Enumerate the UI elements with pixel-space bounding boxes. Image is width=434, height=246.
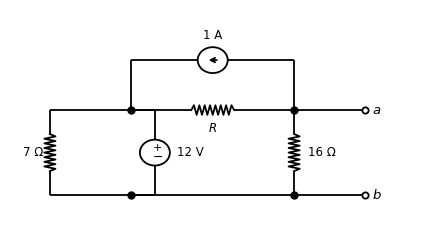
Text: R: R [209,122,217,135]
Text: −: − [153,151,163,164]
Text: 7 Ω: 7 Ω [23,146,44,159]
Text: 12 V: 12 V [177,146,204,159]
Text: b: b [372,189,381,202]
Text: +: + [153,143,163,153]
Text: 1 A: 1 A [203,29,222,42]
Text: 16 Ω: 16 Ω [308,146,336,159]
Text: a: a [372,104,381,117]
